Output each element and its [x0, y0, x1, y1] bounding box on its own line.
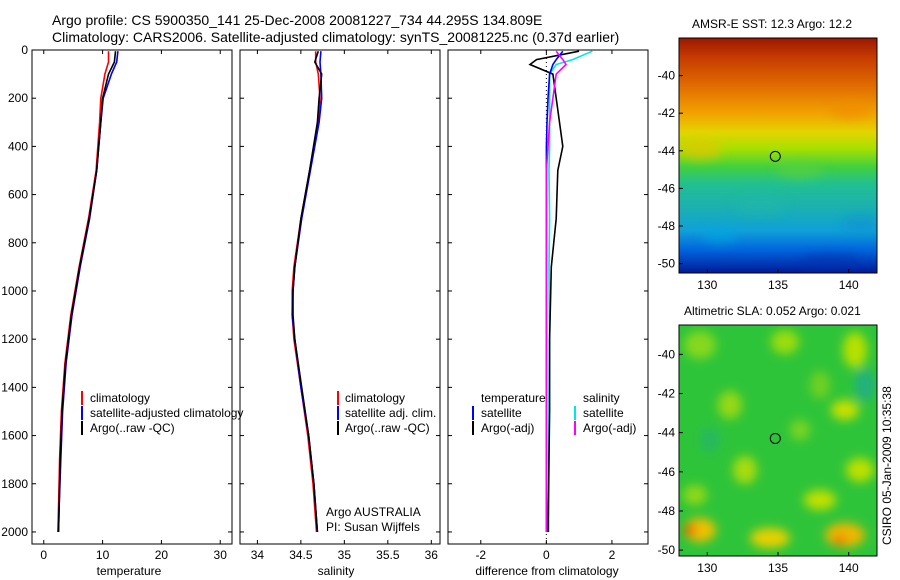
- x-tick-label: 130: [697, 561, 717, 575]
- sla-map-title: Altimetric SLA: 0.052 Argo: 0.021: [684, 304, 861, 318]
- sst-map-ticks: 130 135 140 -40 -42 -44 -46 -48 -50: [658, 69, 859, 292]
- chart-title-line-2: Climatology: CARS2006. Satellite-adjuste…: [52, 29, 620, 45]
- y-tick-label: 600: [8, 188, 28, 202]
- y-tick-label: 800: [8, 236, 28, 250]
- y-tick-label: -40: [658, 347, 676, 361]
- sst-map: 130 135 140 -40 -42 -44 -46 -48 -50: [658, 37, 878, 292]
- y-tick-label: -46: [658, 465, 676, 479]
- x-tick-label: 130: [697, 278, 717, 292]
- x-tick-label: 135: [768, 561, 788, 575]
- salinity-axes-frame: [239, 49, 441, 545]
- legend-label-climatology: climatology: [90, 391, 150, 405]
- difference-panel: -2 0 2 difference from climatology tempera…: [447, 49, 649, 578]
- salinity-xlabel: salinity: [318, 564, 355, 578]
- y-tick-label: 200: [8, 91, 28, 105]
- legend-label-t-satellite: satellite: [481, 406, 522, 420]
- y-tick-label: -44: [658, 426, 676, 440]
- temperature-panel: 0 10 20 30 0 200 400 600 800 1000 1200 1400 1600 1800…: [1, 43, 243, 578]
- salinity-series: [291, 50, 323, 533]
- y-tick-label: 1800: [1, 477, 28, 491]
- x-tick-label: 20: [155, 548, 169, 562]
- y-tick-label: 0: [21, 43, 28, 57]
- legend-label-t-argo: Argo(-adj): [481, 421, 534, 435]
- y-tick-label: -42: [658, 106, 676, 120]
- salinity-legend: climatology satellite adj. clim. Argo(..…: [337, 391, 436, 435]
- series-line-climatology: [291, 51, 321, 533]
- sla-texture: [683, 330, 875, 548]
- x-tick-label: 0: [40, 548, 47, 562]
- y-tick-label: 1600: [1, 429, 28, 443]
- legend-label-satellite: satellite adj. clim.: [345, 406, 436, 420]
- sla-map: 130 135 140 -40 -42 -44 -46 -48 -50: [658, 324, 878, 575]
- y-tick-label: -44: [658, 144, 676, 158]
- argo-location-marker: [769, 432, 781, 444]
- annotation-argo-australia: Argo AUSTRALIA: [326, 505, 421, 519]
- x-tick-label: 0: [543, 548, 550, 562]
- x-tick-label: 34: [251, 548, 265, 562]
- legend-label-satellite: satellite-adjusted climatology: [90, 406, 243, 420]
- x-tick-label: 30: [214, 548, 228, 562]
- sst-map-title: AMSR-E SST: 12.3 Argo: 12.2: [692, 17, 853, 31]
- difference-axes-frame: [447, 49, 649, 545]
- x-tick-label: 35.5: [376, 548, 400, 562]
- x-tick-label: -2: [475, 548, 486, 562]
- difference-xlabel: difference from climatology: [475, 564, 618, 578]
- legend-label-climatology: climatology: [345, 391, 405, 405]
- x-tick-label: 2: [609, 548, 616, 562]
- difference-series: [528, 50, 593, 544]
- series-line-argo-raw-qc-: [57, 51, 117, 533]
- temperature-legend: climatology satellite-adjusted climatolo…: [81, 391, 243, 435]
- difference-ticks: -2 0 2: [448, 49, 648, 562]
- x-tick-label: 36: [425, 548, 439, 562]
- legend-label-argo: Argo(..raw -QC): [90, 421, 175, 435]
- temperature-axes-frame: [31, 49, 233, 545]
- difference-legend: temperature salinity satellite Argo(-adj…: [472, 391, 636, 435]
- temperature-ticks: 0 10 20 30 0 200 400 600 800 1000 1200 1400 1600 1800…: [1, 43, 232, 562]
- x-tick-label: 35: [338, 548, 352, 562]
- salinity-ticks: 34 34.5 35 35.5 36: [240, 49, 440, 562]
- series-line-argo-raw-qc-: [292, 50, 323, 533]
- y-tick-label: 400: [8, 139, 28, 153]
- y-tick-label: -42: [658, 387, 676, 401]
- series-line-salinity-argo-adj-: [545, 50, 568, 532]
- chart-title-line-1: Argo profile: CS 5900350_141 25-Dec-2008…: [52, 12, 543, 28]
- y-tick-label: -50: [658, 543, 676, 557]
- legend-label-s-argo: Argo(-adj): [583, 421, 636, 435]
- series-line-satellite-adjusted-climatology: [57, 51, 119, 533]
- y-tick-label: 1400: [1, 380, 28, 394]
- y-tick-label: -40: [658, 69, 676, 83]
- legend-heading-salinity: salinity: [583, 391, 620, 405]
- y-tick-label: -50: [658, 257, 676, 271]
- y-tick-label: 2000: [1, 525, 28, 539]
- temperature-series: [57, 51, 119, 533]
- x-tick-label: 135: [768, 278, 788, 292]
- series-line-temperature-satellite: [547, 50, 593, 533]
- salinity-panel: 34 34.5 35 35.5 36 salinity climatology sate…: [239, 49, 441, 578]
- temperature-xlabel: temperature: [97, 564, 162, 578]
- legend-heading-temperature: temperature: [481, 391, 546, 405]
- sst-texture: [679, 101, 877, 269]
- y-tick-label: -48: [658, 504, 676, 518]
- y-tick-label: 1200: [1, 332, 28, 346]
- legend-label-s-satellite: satellite: [583, 406, 624, 420]
- x-tick-label: 34.5: [289, 548, 313, 562]
- x-tick-label: 140: [839, 561, 859, 575]
- y-tick-label: -48: [658, 219, 676, 233]
- x-tick-label: 10: [96, 548, 110, 562]
- legend-label-argo: Argo(..raw -QC): [345, 421, 430, 435]
- annotation-pi: PI: Susan Wijffels: [326, 520, 420, 534]
- sla-map-ticks: 130 135 140 -40 -42 -44 -46 -48 -50: [658, 347, 859, 575]
- y-tick-label: 1000: [1, 284, 28, 298]
- argo-location-marker: [769, 150, 781, 162]
- x-tick-label: 140: [839, 278, 859, 292]
- y-tick-label: -46: [658, 181, 676, 195]
- series-line-temperature-argo-adj-: [528, 50, 580, 533]
